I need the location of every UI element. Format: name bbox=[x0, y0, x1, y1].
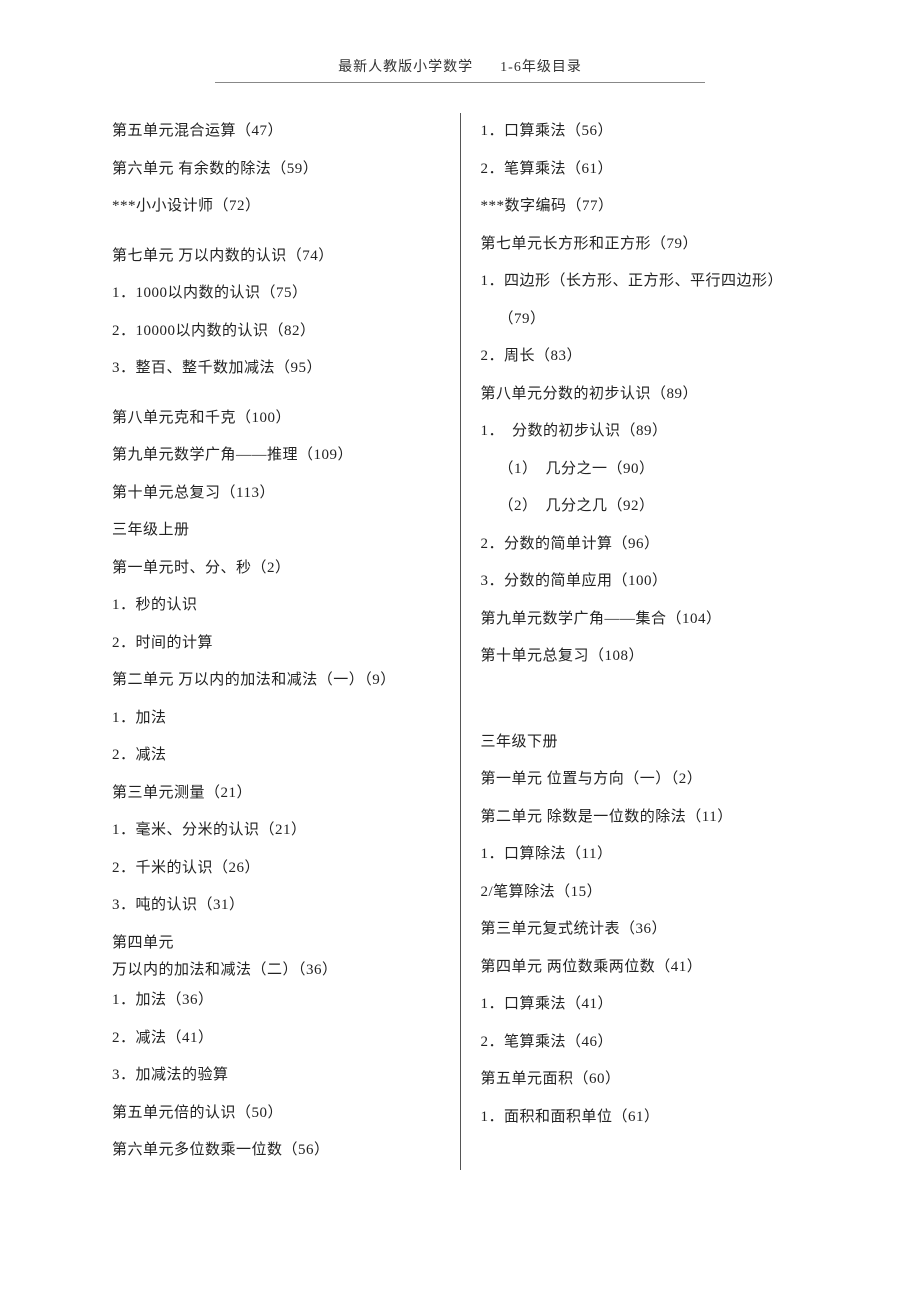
header-underline bbox=[215, 82, 705, 83]
toc-entry: ***数字编码（77） bbox=[481, 188, 809, 226]
right-column: 1．口算乘法（56）2．笔算乘法（61）***数字编码（77）第七单元长方形和正… bbox=[460, 113, 821, 1170]
toc-entry: 第一单元时、分、秒（2） bbox=[112, 550, 440, 588]
toc-entry: 第九单元数学广角——推理（109） bbox=[112, 437, 440, 475]
toc-entry: 1．四边形（长方形、正方形、平行四边形） bbox=[481, 263, 809, 301]
toc-entry: 第四单元 bbox=[112, 925, 440, 963]
toc-entry: 3．整百、整千数加减法（95） bbox=[112, 350, 440, 388]
toc-entry: 第四单元 两位数乘两位数（41） bbox=[481, 949, 809, 987]
toc-entry: 1．面积和面积单位（61） bbox=[481, 1099, 809, 1137]
toc-entry: 2．减法 bbox=[112, 737, 440, 775]
toc-entry: 1．口算乘法（56） bbox=[481, 113, 809, 151]
toc-entry: 第九单元数学广角——集合（104） bbox=[481, 601, 809, 639]
toc-entry: 2．时间的计算 bbox=[112, 625, 440, 663]
toc-entry: 1． 分数的初步认识（89） bbox=[481, 413, 809, 451]
toc-entry: 3．加减法的验算 bbox=[112, 1057, 440, 1095]
toc-entry: 2．笔算乘法（46） bbox=[481, 1024, 809, 1062]
toc-entry: 2．10000以内数的认识（82） bbox=[112, 313, 440, 351]
toc-entry: 第五单元面积（60） bbox=[481, 1061, 809, 1099]
toc-entry: 第二单元 除数是一位数的除法（11） bbox=[481, 799, 809, 837]
toc-entry: 第十单元总复习（108） bbox=[481, 638, 809, 676]
left-column: 第五单元混合运算（47）第六单元 有余数的除法（59）***小小设计师（72） 第… bbox=[100, 113, 460, 1170]
page-header: 最新人教版小学数学 1-6年级目录 bbox=[0, 0, 920, 83]
toc-entry: 第八单元分数的初步认识（89） bbox=[481, 376, 809, 414]
toc-entry: 第三单元复式统计表（36） bbox=[481, 911, 809, 949]
toc-entry: 第七单元长方形和正方形（79） bbox=[481, 226, 809, 264]
toc-entry: 第五单元混合运算（47） bbox=[112, 113, 440, 151]
gap bbox=[112, 226, 440, 238]
toc-entry: 1．加法（36） bbox=[112, 982, 440, 1020]
toc-entry: 1．口算除法（11） bbox=[481, 836, 809, 874]
toc-entry: 第一单元 位置与方向（一）（2） bbox=[481, 761, 809, 799]
header-title-right: 1-6年级目录 bbox=[500, 60, 582, 75]
toc-entry: 1．口算乘法（41） bbox=[481, 986, 809, 1024]
gap-large bbox=[481, 676, 809, 724]
toc-entry: 2．减法（41） bbox=[112, 1020, 440, 1058]
toc-entry: 1．1000以内数的认识（75） bbox=[112, 275, 440, 313]
toc-entry: 万以内的加法和减法（二）（36） bbox=[112, 958, 440, 982]
gap bbox=[112, 388, 440, 400]
toc-entry: 第二单元 万以内的加法和减法（一）（9） bbox=[112, 662, 440, 700]
toc-entry: 2．分数的简单计算（96） bbox=[481, 526, 809, 564]
toc-entry: 第三单元测量（21） bbox=[112, 775, 440, 813]
toc-entry: 第七单元 万以内数的认识（74） bbox=[112, 238, 440, 276]
toc-entry: 第五单元倍的认识（50） bbox=[112, 1095, 440, 1133]
content-columns: 第五单元混合运算（47）第六单元 有余数的除法（59）***小小设计师（72） 第… bbox=[100, 113, 820, 1170]
toc-entry: 2．笔算乘法（61） bbox=[481, 151, 809, 189]
toc-entry: 3．吨的认识（31） bbox=[112, 887, 440, 925]
toc-entry: ***小小设计师（72） bbox=[112, 188, 440, 226]
header-title-left: 最新人教版小学数学 bbox=[338, 60, 473, 75]
toc-entry: 1．毫米、分米的认识（21） bbox=[112, 812, 440, 850]
toc-entry: 2．周长（83） bbox=[481, 338, 809, 376]
toc-entry: （2） 几分之几（92） bbox=[481, 488, 809, 526]
toc-entry: 三年级上册 bbox=[112, 512, 440, 550]
toc-entry: （1） 几分之一（90） bbox=[481, 451, 809, 489]
toc-entry: 第六单元 有余数的除法（59） bbox=[112, 151, 440, 189]
toc-entry: 2．千米的认识（26） bbox=[112, 850, 440, 888]
toc-entry: 1．秒的认识 bbox=[112, 587, 440, 625]
toc-entry: 第十单元总复习（113） bbox=[112, 475, 440, 513]
toc-entry: 2/笔算除法（15） bbox=[481, 874, 809, 912]
toc-entry: 第八单元克和千克（100） bbox=[112, 400, 440, 438]
toc-entry: 1．加法 bbox=[112, 700, 440, 738]
toc-entry: （79） bbox=[481, 301, 809, 339]
toc-entry: 三年级下册 bbox=[481, 724, 809, 762]
toc-entry: 第六单元多位数乘一位数（56） bbox=[112, 1132, 440, 1170]
toc-entry: 3．分数的简单应用（100） bbox=[481, 563, 809, 601]
